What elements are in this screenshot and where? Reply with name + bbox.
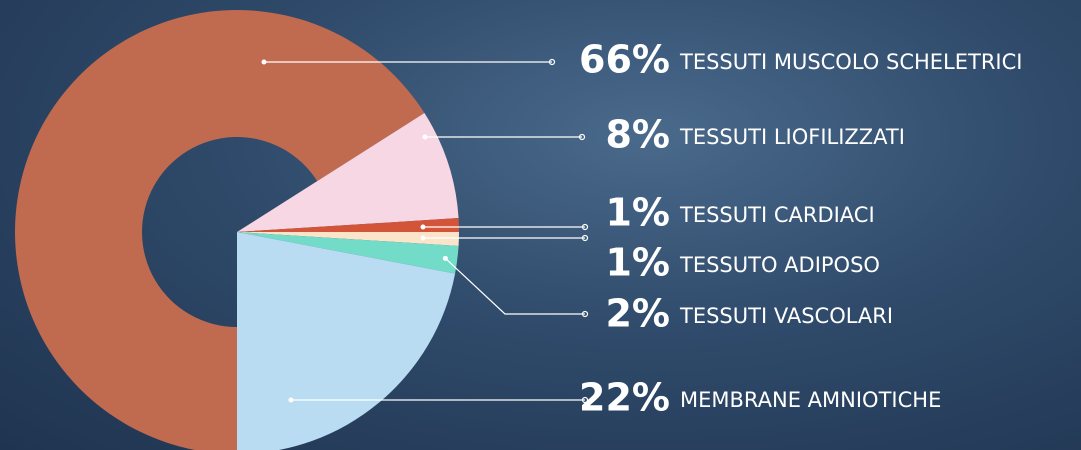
category-label: MEMBRANE AMNIOTICHE bbox=[680, 388, 941, 412]
value-label: 8% bbox=[605, 113, 670, 157]
leader-dot bbox=[420, 224, 426, 230]
slice bbox=[15, 10, 425, 450]
value-label: 1% bbox=[605, 241, 670, 285]
leader-dot bbox=[288, 397, 294, 403]
value-label: 2% bbox=[605, 292, 670, 336]
leader-end bbox=[581, 234, 589, 242]
slice bbox=[237, 218, 459, 232]
leader-end bbox=[581, 223, 589, 231]
slice bbox=[237, 232, 459, 274]
leader-end bbox=[581, 310, 589, 318]
slice bbox=[237, 113, 459, 232]
slice bbox=[237, 232, 456, 450]
value-label: 22% bbox=[579, 376, 670, 420]
slice bbox=[237, 232, 459, 246]
leader-dot bbox=[420, 235, 426, 241]
leader-end bbox=[548, 58, 556, 66]
leader-dot bbox=[442, 255, 448, 261]
leader-end bbox=[578, 133, 586, 141]
value-label: 66% bbox=[579, 38, 670, 82]
category-label: TESSUTI MUSCOLO SCHELETRICI bbox=[679, 50, 1022, 74]
leader-dot bbox=[261, 59, 267, 65]
category-label: TESSUTO ADIPOSO bbox=[679, 253, 880, 277]
category-label: TESSUTI CARDIACI bbox=[679, 203, 875, 227]
category-label: TESSUTI LIOFILIZZATI bbox=[679, 125, 905, 149]
leader-line bbox=[444, 257, 585, 315]
category-label: TESSUTI VASCOLARI bbox=[679, 304, 893, 328]
leader-end bbox=[581, 396, 589, 404]
leader-dot bbox=[422, 134, 428, 140]
value-label: 1% bbox=[605, 191, 670, 235]
